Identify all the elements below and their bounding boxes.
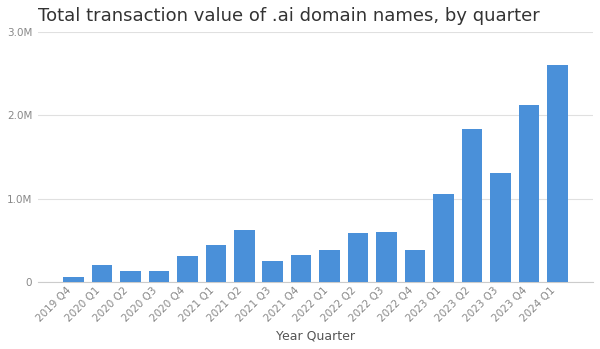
Text: Total transaction value of .ai domain names, by quarter: Total transaction value of .ai domain na… [38, 7, 539, 25]
Bar [433, 194, 454, 282]
Bar [234, 230, 254, 282]
Bar [490, 173, 511, 282]
Bar [547, 65, 568, 282]
Bar [120, 271, 140, 282]
Bar [177, 256, 197, 282]
Bar [348, 233, 368, 282]
Bar [291, 255, 311, 282]
Bar [92, 265, 112, 282]
Bar [405, 250, 425, 282]
Bar [149, 271, 169, 282]
Bar [519, 105, 539, 282]
Bar [462, 129, 482, 282]
Bar [319, 250, 340, 282]
Bar [206, 245, 226, 282]
X-axis label: Year Quarter: Year Quarter [276, 329, 355, 342]
Bar [376, 232, 397, 282]
Bar [63, 277, 83, 282]
Bar [262, 261, 283, 282]
